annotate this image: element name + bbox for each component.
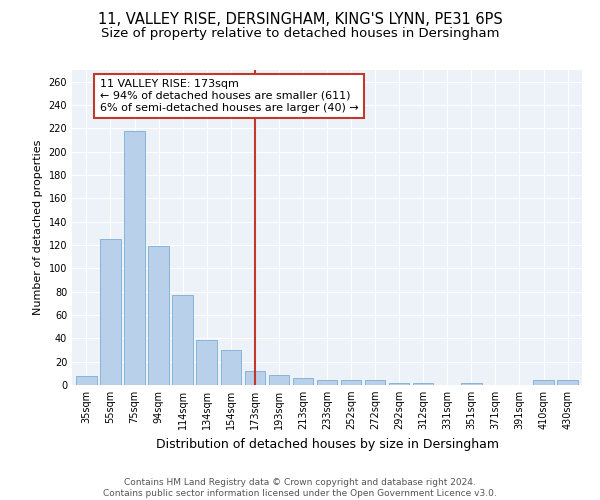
Bar	[76, 376, 97, 385]
Bar	[100, 239, 121, 385]
Bar	[221, 350, 241, 385]
Bar	[389, 382, 409, 385]
Bar	[172, 295, 193, 385]
Bar	[293, 378, 313, 385]
Text: 11, VALLEY RISE, DERSINGHAM, KING'S LYNN, PE31 6PS: 11, VALLEY RISE, DERSINGHAM, KING'S LYNN…	[98, 12, 502, 28]
Bar	[124, 130, 145, 385]
X-axis label: Distribution of detached houses by size in Dersingham: Distribution of detached houses by size …	[155, 438, 499, 450]
Bar	[413, 382, 433, 385]
Bar	[196, 340, 217, 385]
Bar	[533, 380, 554, 385]
Bar	[269, 374, 289, 385]
Text: 11 VALLEY RISE: 173sqm
← 94% of detached houses are smaller (611)
6% of semi-det: 11 VALLEY RISE: 173sqm ← 94% of detached…	[100, 80, 358, 112]
Bar	[365, 380, 385, 385]
Text: Size of property relative to detached houses in Dersingham: Size of property relative to detached ho…	[101, 28, 499, 40]
Bar	[148, 246, 169, 385]
Bar	[461, 382, 482, 385]
Bar	[317, 380, 337, 385]
Bar	[557, 380, 578, 385]
Bar	[245, 371, 265, 385]
Text: Contains HM Land Registry data © Crown copyright and database right 2024.
Contai: Contains HM Land Registry data © Crown c…	[103, 478, 497, 498]
Bar	[341, 380, 361, 385]
Y-axis label: Number of detached properties: Number of detached properties	[33, 140, 43, 315]
